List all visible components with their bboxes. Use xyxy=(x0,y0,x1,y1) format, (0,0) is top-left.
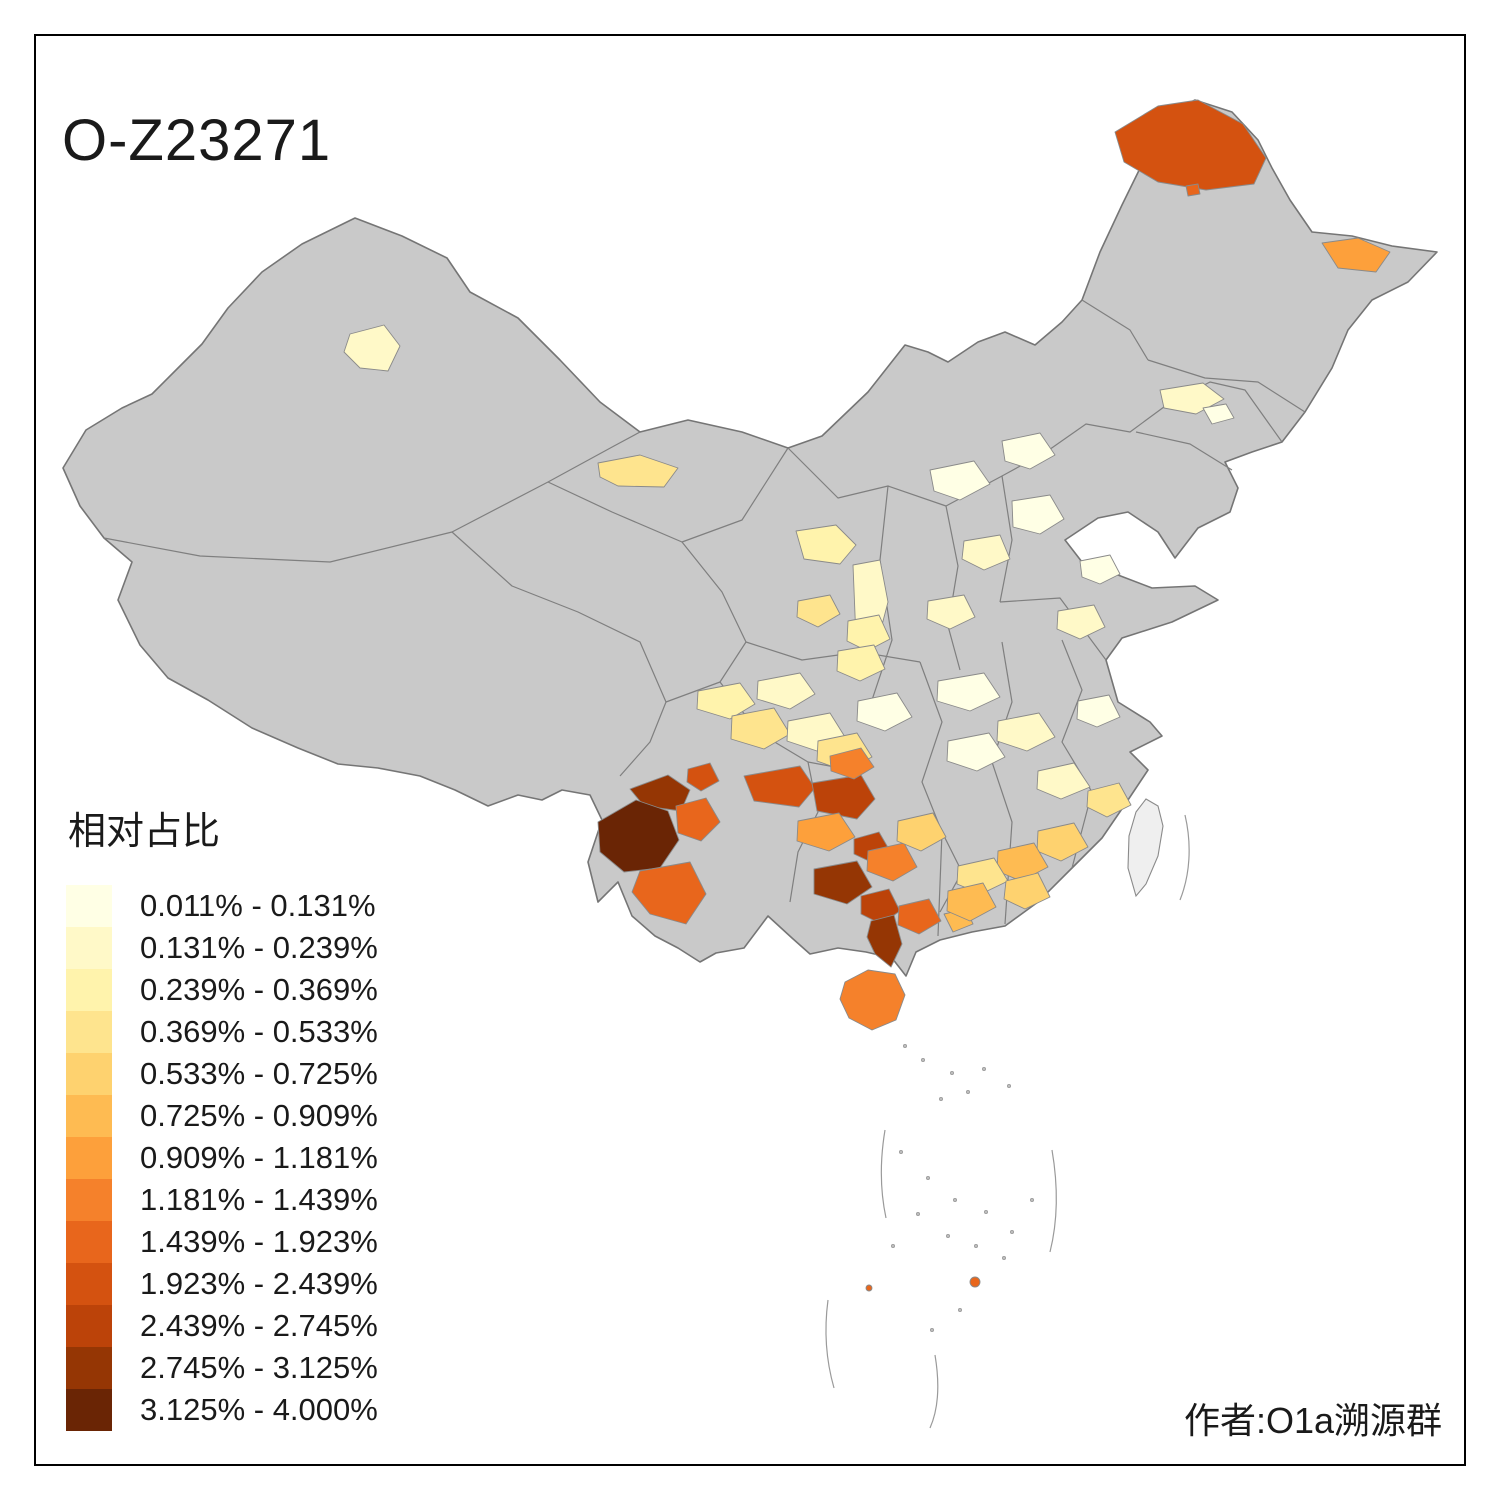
map-region xyxy=(675,797,721,842)
map-region xyxy=(796,812,856,852)
legend: 相对占比 0.011% - 0.131% 0.131% - 0.239% 0.239… xyxy=(66,800,378,1431)
south-china-sea-islets xyxy=(891,1044,1035,1333)
legend-title: 相对占比 xyxy=(68,811,221,853)
map-region xyxy=(1185,183,1201,197)
map-region xyxy=(1076,694,1121,728)
legend-range-label: 2.439% - 2.745% xyxy=(140,1308,378,1343)
map-region xyxy=(730,707,791,750)
map-region xyxy=(1079,554,1121,585)
map-region xyxy=(946,732,1006,772)
map-region xyxy=(866,842,918,882)
legend-swatch xyxy=(66,1389,112,1431)
legend-swatch xyxy=(66,1137,112,1179)
map-region xyxy=(756,672,816,710)
legend-range-label: 0.369% - 0.533% xyxy=(140,1014,378,1049)
legend-swatch xyxy=(66,1053,112,1095)
map-region xyxy=(929,460,991,501)
legend-swatch xyxy=(66,1179,112,1221)
map-region xyxy=(1011,494,1065,535)
legend-row: 0.011% - 0.131% xyxy=(66,885,378,927)
map-region xyxy=(961,534,1011,571)
map-region-islet xyxy=(865,1284,873,1292)
legend-range-label: 1.439% - 1.923% xyxy=(140,1224,378,1259)
china-mainland-outline xyxy=(62,99,1438,977)
legend-range-label: 0.011% - 0.131% xyxy=(140,888,376,923)
legend-range-label: 0.909% - 1.181% xyxy=(140,1140,378,1175)
taiwan-outline xyxy=(1127,798,1164,898)
map-region xyxy=(1202,403,1235,425)
legend-range-label: 0.239% - 0.369% xyxy=(140,972,378,1007)
legend-swatch xyxy=(66,969,112,1011)
map-region xyxy=(597,454,679,488)
legend-range-label: 0.131% - 0.239% xyxy=(140,930,378,965)
map-region xyxy=(996,712,1056,752)
map-region xyxy=(631,861,707,925)
legend-swatch xyxy=(66,1095,112,1137)
map-region xyxy=(856,692,913,732)
legend-range-label: 2.745% - 3.125% xyxy=(140,1350,378,1385)
map-region xyxy=(846,614,891,652)
map-region xyxy=(897,898,942,935)
legend-row: 1.181% - 1.439% xyxy=(66,1179,378,1221)
choropleth-regions xyxy=(343,99,1391,1292)
map-region xyxy=(1114,99,1267,191)
legend-row: 0.533% - 0.725% xyxy=(66,1053,378,1095)
legend-row: 2.745% - 3.125% xyxy=(66,1347,378,1389)
map-region xyxy=(686,762,720,792)
map-region xyxy=(1086,782,1132,818)
legend-swatch xyxy=(66,885,112,927)
legend-swatch xyxy=(66,927,112,969)
map-region xyxy=(1036,762,1091,800)
legend-items: 0.011% - 0.131% 0.131% - 0.239% 0.239% - 0… xyxy=(66,885,378,1431)
map-region xyxy=(696,682,756,720)
credit-text: 作者:O1a溯源群 xyxy=(1183,1400,1442,1441)
map-region xyxy=(597,799,680,873)
map-region xyxy=(1001,432,1056,470)
legend-row: 1.439% - 1.923% xyxy=(66,1221,378,1263)
map-region-hainan xyxy=(839,969,906,1031)
legend-row: 3.125% - 4.000% xyxy=(66,1389,378,1431)
map-region xyxy=(936,672,1001,712)
legend-swatch xyxy=(66,1263,112,1305)
legend-range-label: 1.923% - 2.439% xyxy=(140,1266,378,1301)
map-region xyxy=(1056,604,1106,640)
map-region xyxy=(896,812,947,852)
map-region xyxy=(866,914,903,968)
legend-swatch xyxy=(66,1011,112,1053)
map-region xyxy=(829,747,875,780)
map-region xyxy=(946,882,997,922)
map-region xyxy=(1321,237,1391,273)
page-title: O-Z23271 xyxy=(62,107,332,173)
map-region xyxy=(343,324,401,372)
map-region xyxy=(795,524,857,565)
map-region xyxy=(813,860,873,905)
legend-range-label: 3.125% - 4.000% xyxy=(140,1392,378,1427)
legend-row: 0.369% - 0.533% xyxy=(66,1011,378,1053)
legend-row: 1.923% - 2.439% xyxy=(66,1263,378,1305)
map-region xyxy=(796,594,841,628)
map-region-islet xyxy=(969,1276,981,1288)
legend-row: 2.439% - 2.745% xyxy=(66,1305,378,1347)
map-region xyxy=(926,594,976,630)
map-region xyxy=(743,765,816,808)
sea-boundary-fragments xyxy=(825,814,1190,1429)
legend-range-label: 0.725% - 0.909% xyxy=(140,1098,378,1133)
legend-swatch xyxy=(66,1305,112,1347)
legend-row: 0.131% - 0.239% xyxy=(66,927,378,969)
map-region xyxy=(1003,872,1051,910)
legend-row: 0.725% - 0.909% xyxy=(66,1095,378,1137)
legend-swatch xyxy=(66,1347,112,1389)
legend-row: 0.239% - 0.369% xyxy=(66,969,378,1011)
legend-range-label: 0.533% - 0.725% xyxy=(140,1056,378,1091)
map-region xyxy=(956,857,1009,895)
legend-row: 0.909% - 1.181% xyxy=(66,1137,378,1179)
legend-swatch xyxy=(66,1221,112,1263)
legend-range-label: 1.181% - 1.439% xyxy=(140,1182,378,1217)
map-region xyxy=(836,644,886,682)
